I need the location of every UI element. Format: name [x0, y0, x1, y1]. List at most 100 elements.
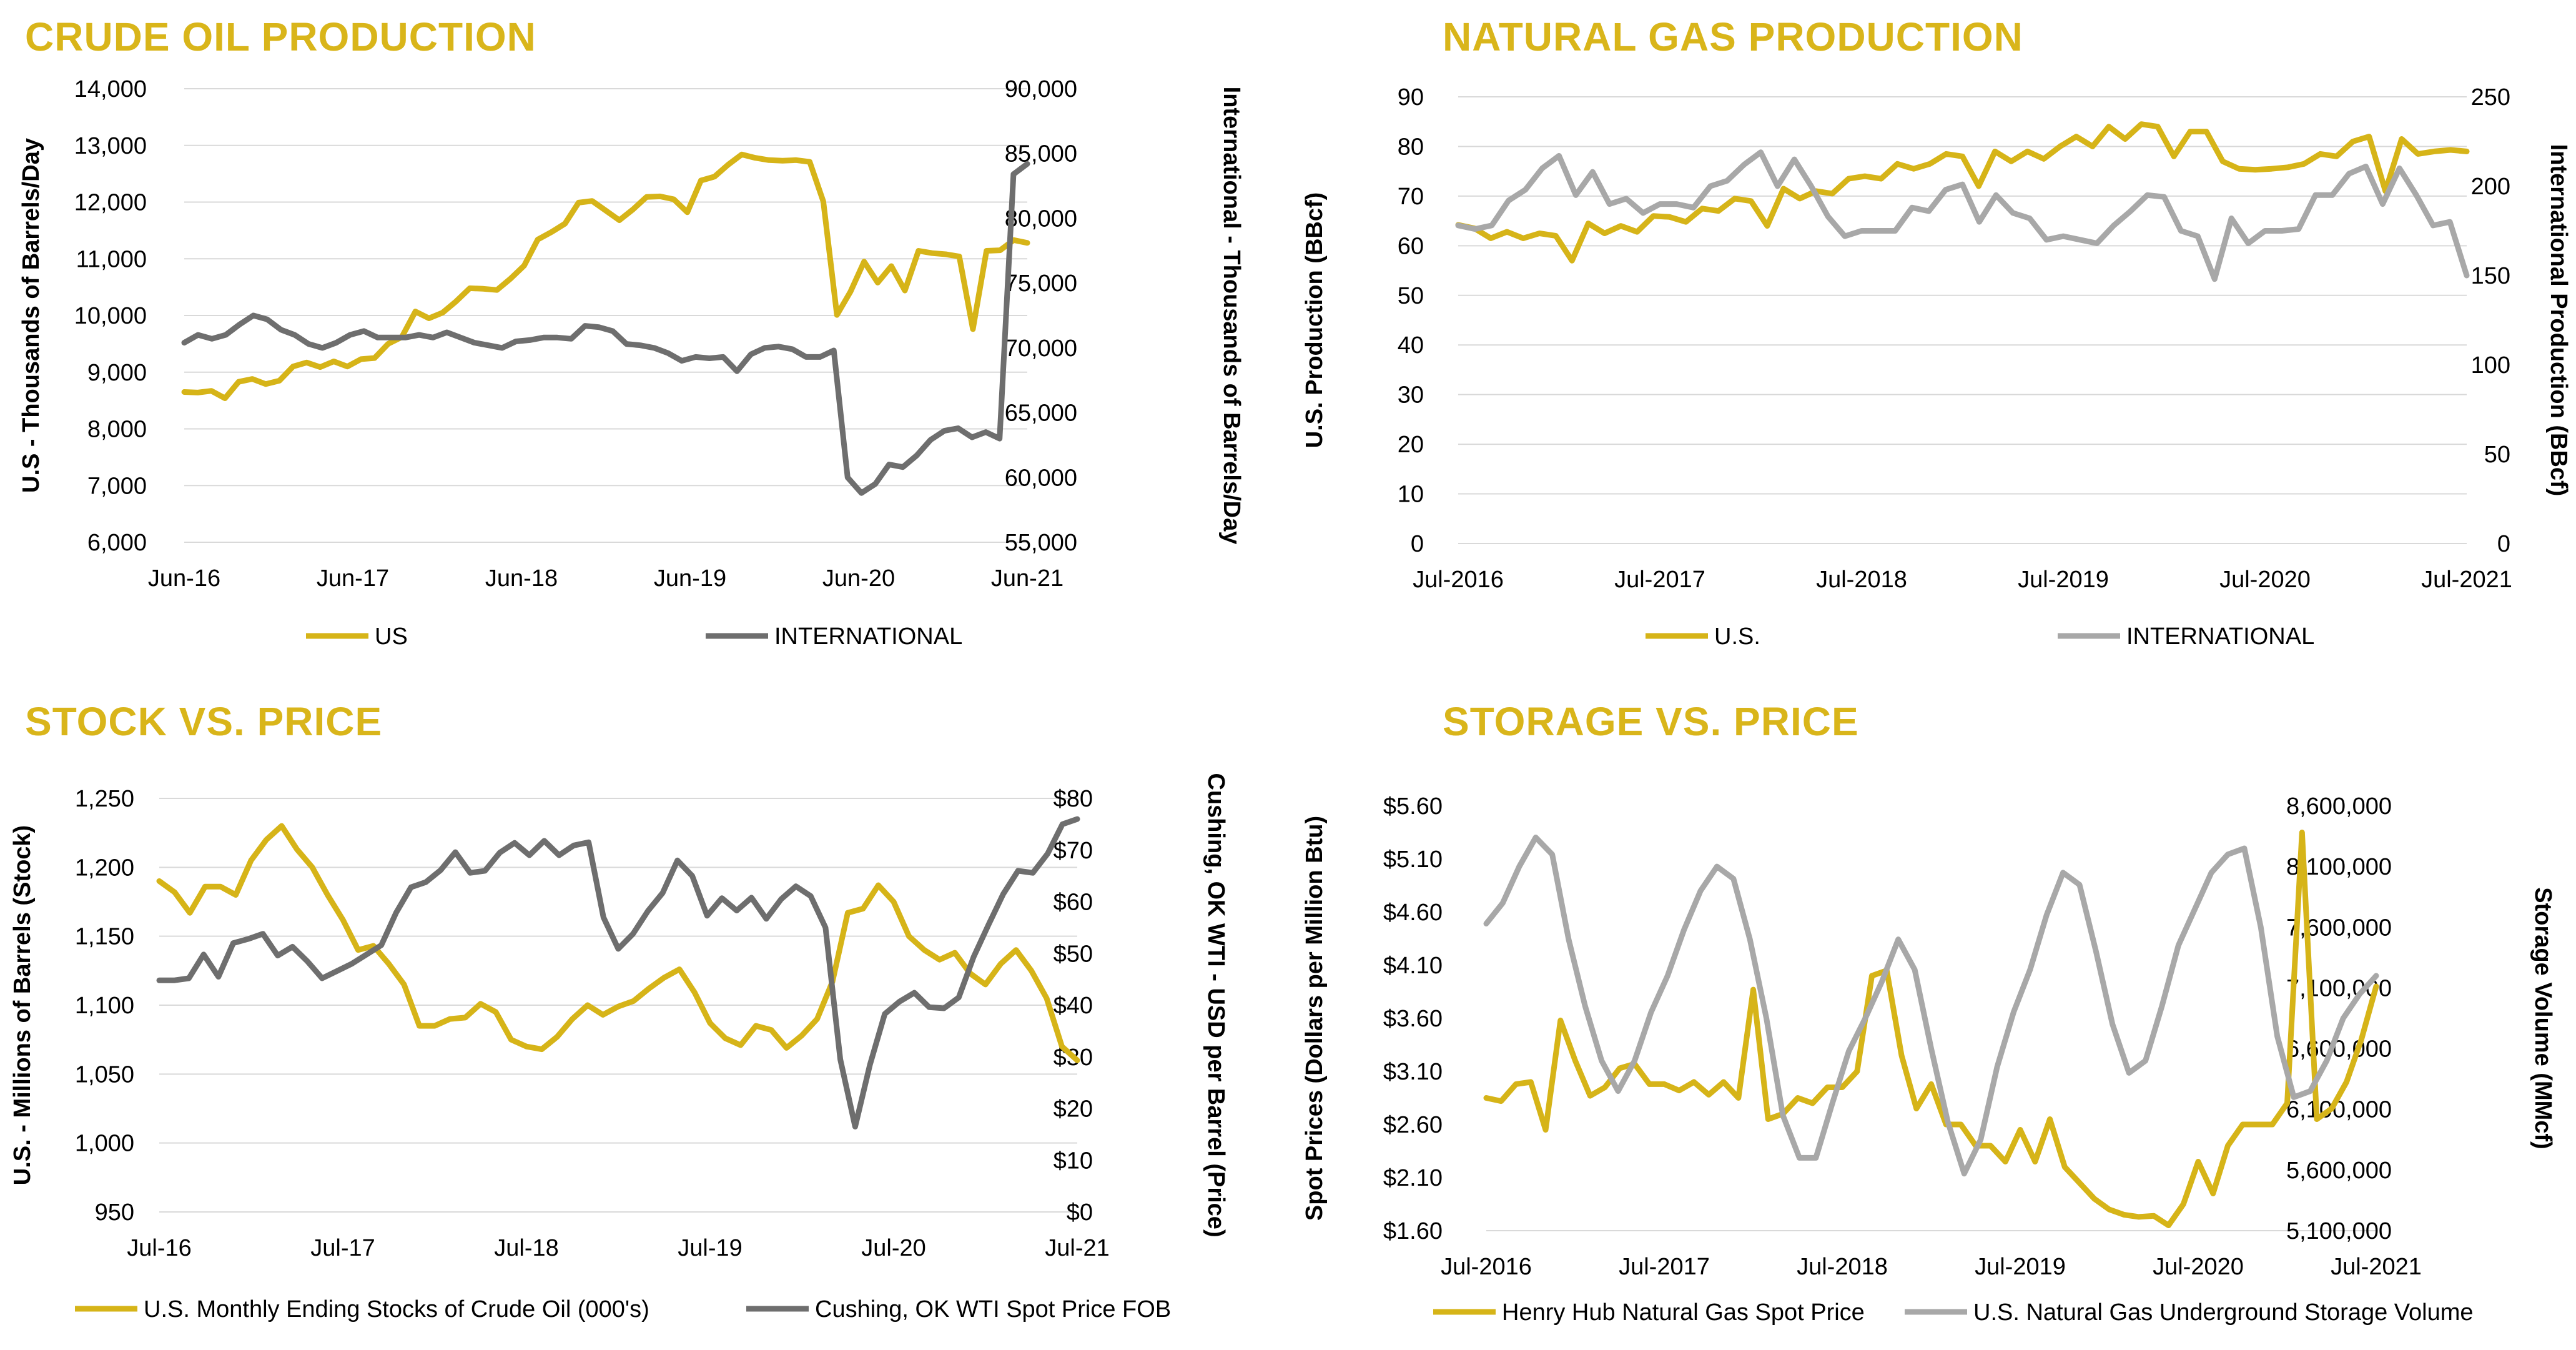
legend-label: Cushing, OK WTI Spot Price FOB — [815, 1296, 1171, 1323]
x-tick-label: Jul-2019 — [2018, 567, 2109, 593]
y-tick-label: 1,100 — [75, 993, 134, 1019]
y2-tick-label: 55,000 — [1005, 530, 1077, 556]
y2-tick-label: $0 — [1067, 1199, 1093, 1226]
y2-tick-label: 65,000 — [1005, 400, 1077, 427]
x-tick-label: Jul-2018 — [1816, 567, 1907, 593]
y2-tick-label: 90,000 — [1005, 76, 1077, 102]
y-tick-label: 8,000 — [87, 417, 147, 443]
y-tick-label: 10 — [1398, 482, 1424, 508]
y2-tick-label: $10 — [1054, 1148, 1093, 1174]
y2-tick-label: 50 — [2484, 442, 2510, 468]
y-tick-label: $5.60 — [1383, 793, 1443, 820]
y-tick-label: 0 — [1411, 531, 1424, 557]
y-axis-title: U.S. - Millions of Barrels (Stock) — [9, 825, 36, 1185]
natural-gas-chart: 0 10 20 30 40 50 60 70 80 90 0 50 100 150 200 250 Jul-20… — [1301, 84, 2572, 650]
y2-tick-label: 5,100,000 — [2286, 1218, 2392, 1244]
y-axis-title: Spot Prices (Dollars per Million Btu) — [1301, 816, 1328, 1221]
y2-tick-label: 85,000 — [1005, 141, 1077, 167]
y-tick-label: 10,000 — [74, 303, 147, 329]
y2-tick-label: 8,600,000 — [2286, 793, 2392, 820]
y2-tick-label: 7,600,000 — [2286, 915, 2392, 941]
series-line-secondary — [156, 816, 1080, 1129]
y-tick-label: 1,250 — [75, 786, 134, 812]
x-tick-label: Jul-16 — [127, 1235, 192, 1261]
x-tick-label: Jul-21 — [1045, 1235, 1110, 1261]
y-tick-label: $2.10 — [1383, 1165, 1443, 1191]
y2-tick-label: 80,000 — [1005, 206, 1077, 232]
stock-price-panel: STOCK VS. PRICE 950 1,000 1,050 1,100 1,150 1… — [0, 675, 1286, 1350]
y-tick-label: $1.60 — [1383, 1218, 1443, 1244]
y-tick-label: $2.60 — [1383, 1112, 1443, 1138]
series-line-secondary — [181, 161, 1030, 496]
series-line-secondary — [1455, 149, 2470, 282]
x-tick-label: Jul-19 — [678, 1235, 743, 1261]
y-tick-label: 90 — [1398, 84, 1424, 111]
y2-tick-label: $20 — [1054, 1096, 1093, 1123]
x-tick-label: Jun-20 — [822, 565, 895, 592]
crude-oil-chart: 6,000 7,000 8,000 9,000 10,000 11,000 12,000 13… — [18, 76, 1245, 650]
x-tick-label: Jul-2019 — [1975, 1254, 2066, 1280]
y2-tick-label: 150 — [2471, 263, 2510, 289]
x-tick-label: Jul-2021 — [2421, 567, 2512, 593]
y2-tick-label: 0 — [2497, 531, 2510, 557]
series-line-primary — [1455, 121, 2470, 264]
y2-tick-label: 5,600,000 — [2286, 1158, 2392, 1184]
x-tick-label: Jun-17 — [317, 565, 389, 592]
y-tick-label: $3.10 — [1383, 1059, 1443, 1085]
y2-tick-label: $60 — [1054, 890, 1093, 916]
x-tick-label: Jun-19 — [654, 565, 726, 592]
y2-axis-title: Cushing, OK WTI - USD per Barrel (Price) — [1203, 773, 1229, 1237]
storage-price-panel: STORAGE VS. PRICE $1.60 $2.10 $2.60 $3.10 $3… — [1290, 675, 2576, 1350]
y2-tick-label: $40 — [1054, 993, 1093, 1019]
stock-price-title: STOCK VS. PRICE — [25, 699, 383, 744]
x-tick-label: Jun-16 — [148, 565, 220, 592]
y2-axis-title: International Production (BBcf) — [2545, 144, 2572, 497]
x-tick-label: Jul-2017 — [1614, 567, 1705, 593]
y-tick-label: 13,000 — [74, 133, 147, 159]
y-tick-label: $4.10 — [1383, 953, 1443, 979]
crude-oil-panel: CRUDE OIL PRODUCTION 6,000 7,000 8,000 9,00… — [0, 0, 1286, 675]
y-tick-label: $3.60 — [1383, 1006, 1443, 1032]
y2-tick-label: 100 — [2471, 352, 2510, 379]
x-tick-label: Jun-21 — [991, 565, 1063, 592]
y2-tick-label: 75,000 — [1005, 270, 1077, 297]
x-tick-label: Jun-18 — [485, 565, 558, 592]
y2-axis-title: Storage Volume (MMcf) — [2530, 887, 2556, 1149]
y-tick-label: 80 — [1398, 134, 1424, 160]
y-tick-label: 60 — [1398, 233, 1424, 259]
stock-price-chart: 950 1,000 1,050 1,100 1,150 1,200 1,250 $0 $10 $2… — [9, 773, 1229, 1323]
y-axis-title: U.S. Production (BBcf) — [1301, 192, 1328, 449]
y-tick-label: 6,000 — [87, 530, 147, 556]
series-line-primary — [156, 823, 1080, 1063]
y2-tick-label: 250 — [2471, 84, 2510, 111]
x-tick-label: Jul-20 — [861, 1235, 926, 1261]
y-tick-label: $4.60 — [1383, 900, 1443, 926]
y-tick-label: 40 — [1398, 332, 1424, 359]
y-tick-label: 70 — [1398, 184, 1424, 210]
y-tick-label: 9,000 — [87, 360, 147, 386]
y-tick-label: 950 — [95, 1199, 134, 1226]
y2-tick-label: 200 — [2471, 174, 2510, 200]
x-tick-label: Jul-17 — [310, 1235, 375, 1261]
y-tick-label: 1,150 — [75, 924, 134, 950]
natural-gas-panel: NATURAL GAS PRODUCTION 0 10 20 30 40 50 60 70 80… — [1290, 0, 2576, 675]
storage-price-title: STORAGE VS. PRICE — [1443, 699, 1859, 744]
y-tick-label: 12,000 — [74, 190, 147, 216]
y2-tick-label: $80 — [1054, 786, 1093, 812]
x-tick-label: Jul-2021 — [2331, 1254, 2422, 1280]
y2-axis-title: International - Thousands of Barrels/Day — [1218, 87, 1245, 545]
y-tick-label: 1,200 — [75, 855, 134, 881]
series-line-secondary — [1483, 835, 2379, 1177]
y2-tick-label: 60,000 — [1005, 465, 1077, 491]
x-tick-label: Jul-2020 — [2153, 1254, 2244, 1280]
legend-label: U.S. Monthly Ending Stocks of Crude Oil … — [144, 1296, 649, 1323]
y-tick-label: 1,000 — [75, 1131, 134, 1157]
x-tick-label: Jul-18 — [494, 1235, 559, 1261]
crude-oil-title: CRUDE OIL PRODUCTION — [25, 14, 536, 59]
y2-tick-label: $50 — [1054, 941, 1093, 967]
y2-tick-label: $70 — [1054, 838, 1093, 864]
series-line-primary — [1483, 830, 2379, 1228]
legend-label: US — [375, 623, 408, 650]
legend-label: Henry Hub Natural Gas Spot Price — [1502, 1299, 1865, 1326]
x-tick-label: Jul-2018 — [1797, 1254, 1888, 1280]
